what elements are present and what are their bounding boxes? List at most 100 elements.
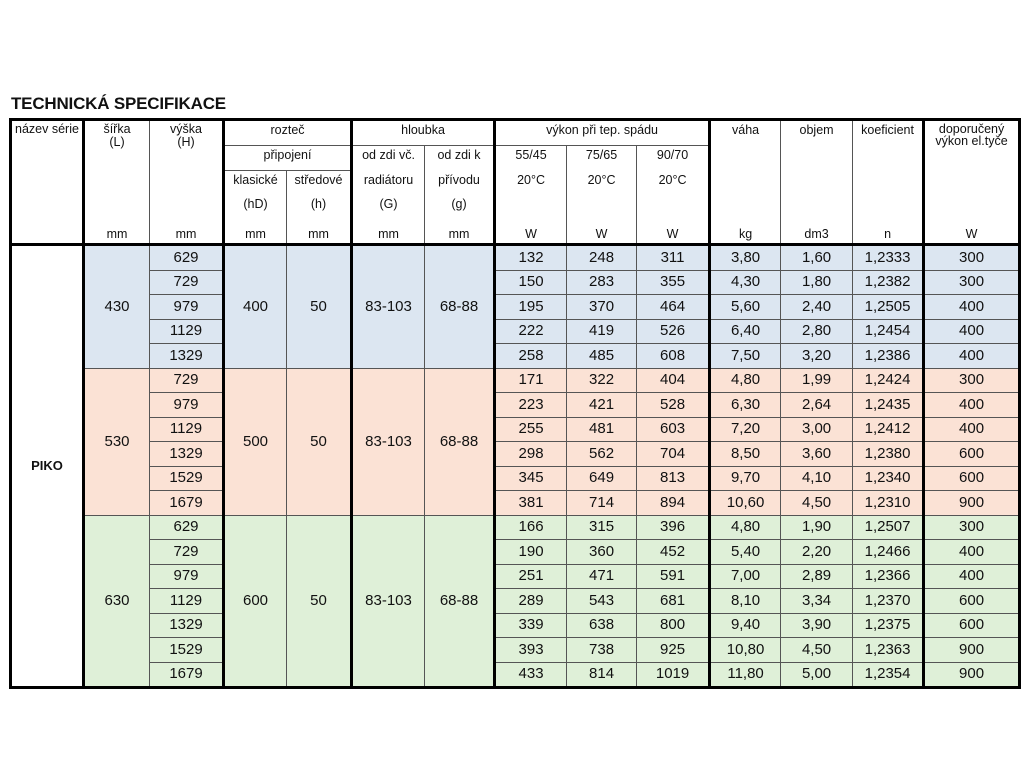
unit-cell (10, 219, 84, 245)
cell-height: 629 (149, 514, 224, 540)
cell-p75: 562 (566, 441, 638, 467)
cell-rec-power: 400 (922, 539, 1021, 565)
header-blank (636, 195, 711, 219)
cell-rec-power: 400 (922, 416, 1021, 442)
cell-rec-power: 900 (922, 637, 1021, 663)
cell-rec-power: 900 (922, 661, 1021, 688)
header-t3-room: 20°C (636, 170, 711, 195)
cell-p55: 166 (493, 514, 568, 540)
header-blank (566, 195, 638, 219)
cell-volume: 3,60 (780, 441, 854, 467)
cell-p90: 800 (636, 612, 711, 638)
unit-cell: W (636, 219, 711, 245)
cell-rec-power: 400 (922, 343, 1021, 369)
cell-volume: 3,90 (780, 612, 854, 638)
cell-p75: 370 (566, 294, 638, 320)
unit-cell: W (493, 219, 568, 245)
cell-rec-power: 300 (922, 244, 1021, 271)
cell-klasicke: 600 (222, 514, 287, 688)
cell-p75: 714 (566, 490, 638, 516)
cell-p90: 681 (636, 588, 711, 614)
cell-height: 1329 (149, 612, 224, 638)
cell-coef: 1,2340 (852, 465, 925, 491)
cell-rec-power: 400 (922, 563, 1021, 589)
unit-cell: mm (82, 219, 150, 245)
header-radiatoru: radiátoru (350, 170, 426, 195)
cell-p90: 1019 (636, 661, 711, 688)
table-body: PIKO 430 629 400 50 83-103 68-88 132 248 311 3,80 1… (10, 244, 1021, 688)
cell-p90: 603 (636, 416, 711, 442)
header-hloubka: hloubka (350, 119, 496, 146)
table-row: 729 150 283 355 4,30 1,80 1,2382 300 (11, 269, 1021, 295)
header-od-zdi-vc-sym: (G) (350, 195, 426, 219)
cell-p90: 925 (636, 637, 711, 663)
cell-stredove: 50 (285, 367, 353, 516)
header-od-zdi-k-sym: (g) (424, 195, 496, 219)
table-row: 1329 298 562 704 8,50 3,60 1,2380 600 (11, 441, 1021, 467)
unit-cell: mm (350, 219, 426, 245)
cell-p75: 360 (566, 539, 638, 565)
cell-rec-power: 600 (922, 441, 1021, 467)
header-od-zdi-k: od zdi k (424, 145, 496, 171)
table-row: 1679 381 714 894 10,60 4,50 1,2310 900 (11, 490, 1021, 516)
cell-p75: 481 (566, 416, 638, 442)
cell-rec-power: 600 (922, 588, 1021, 614)
cell-height: 729 (149, 539, 224, 565)
cell-weight: 5,40 (708, 539, 782, 565)
cell-p55: 190 (493, 539, 568, 565)
header-pripojeni: připojení (221, 145, 353, 171)
cell-p55: 255 (493, 416, 568, 442)
header-t1-room: 20°C (493, 170, 568, 195)
cell-weight: 8,10 (708, 588, 782, 614)
cell-height: 1329 (149, 441, 224, 467)
cell-volume: 3,20 (780, 343, 854, 369)
cell-height: 1679 (149, 661, 224, 688)
cell-coef: 1,2505 (852, 294, 925, 320)
cell-p55: 339 (493, 612, 568, 638)
unit-cell: W (922, 219, 1021, 245)
header-t2-room: 20°C (566, 170, 638, 195)
cell-p55: 433 (493, 661, 568, 688)
cell-height: 629 (149, 244, 224, 271)
cell-p75: 543 (566, 588, 638, 614)
cell-volume: 4,50 (780, 490, 854, 516)
cell-volume: 1,90 (780, 514, 854, 540)
cell-p75: 421 (566, 392, 638, 418)
cell-height: 1679 (149, 490, 224, 516)
cell-volume: 4,10 (780, 465, 854, 491)
cell-p90: 528 (636, 392, 711, 418)
cell-rec-power: 600 (922, 612, 1021, 638)
cell-p55: 345 (493, 465, 568, 491)
cell-p90: 894 (636, 490, 711, 516)
header-stredove: středové (285, 170, 353, 195)
cell-p90: 404 (636, 367, 711, 393)
cell-p55: 289 (493, 588, 568, 614)
cell-weight: 4,80 (708, 514, 782, 540)
cell-stredove: 50 (285, 244, 353, 369)
table-row: 1129 289 543 681 8,10 3,34 1,2370 600 (11, 588, 1021, 614)
cell-volume: 1,60 (780, 244, 854, 271)
table-row: 979 195 370 464 5,60 2,40 1,2505 400 (11, 294, 1021, 320)
cell-p90: 526 (636, 318, 711, 344)
table-row: 1329 339 638 800 9,40 3,90 1,2375 600 (11, 612, 1021, 638)
cell-p75: 248 (566, 244, 638, 271)
cell-p90: 396 (636, 514, 711, 540)
unit-cell: W (566, 219, 638, 245)
cell-p90: 464 (636, 294, 711, 320)
series-name: PIKO (10, 244, 84, 688)
cell-coef: 1,2366 (852, 563, 925, 589)
cell-coef: 1,2386 (852, 343, 925, 369)
table-row: 1129 255 481 603 7,20 3,00 1,2412 400 (11, 416, 1021, 442)
cell-height: 1129 (149, 318, 224, 344)
header-vaha: váha (708, 119, 782, 219)
cell-weight: 8,50 (708, 441, 782, 467)
cell-weight: 6,40 (708, 318, 782, 344)
cell-weight: 11,80 (708, 661, 782, 688)
cell-height: 979 (149, 294, 224, 320)
cell-rec-power: 300 (922, 269, 1021, 295)
header-sirka: šířka (L) (82, 119, 150, 219)
cell-p55: 132 (493, 244, 568, 271)
cell-coef: 1,2380 (852, 441, 925, 467)
table-row: 1529 345 649 813 9,70 4,10 1,2340 600 (11, 465, 1021, 491)
cell-width: 430 (82, 244, 150, 369)
